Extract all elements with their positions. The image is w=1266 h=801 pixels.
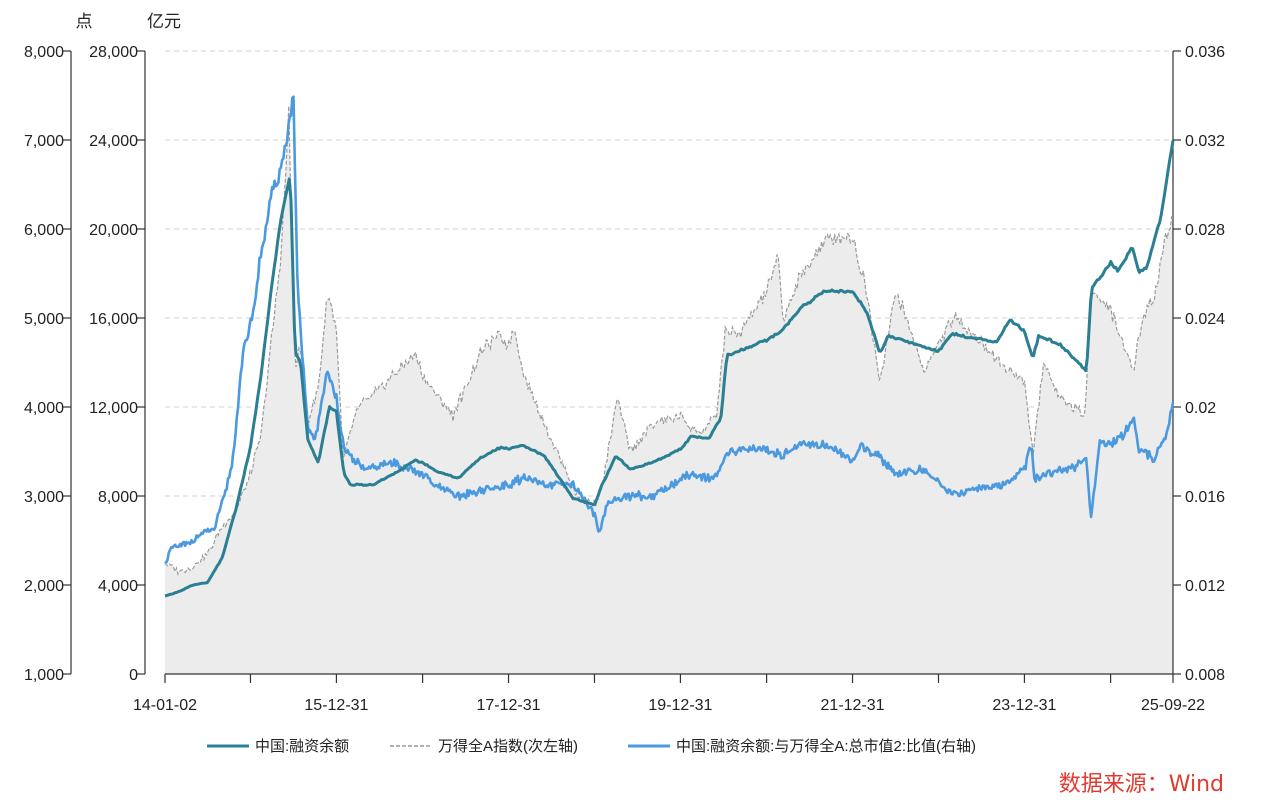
right-tick-label: 0.028 bbox=[1185, 222, 1225, 239]
legend-label-1: 万得全A指数(次左轴) bbox=[438, 737, 578, 755]
axes: 1,000 2,000 3,000 4,000 5,000 6,000 7,000 8,000… bbox=[24, 12, 1225, 714]
series-line-wind-a-index bbox=[164, 105, 1174, 576]
inner_left-tick-label: 12,000 bbox=[89, 400, 138, 417]
right-tick-label: 0.016 bbox=[1185, 489, 1225, 506]
inner_left-tick-label: 0 bbox=[129, 667, 138, 684]
outer_left-tick-label: 2,000 bbox=[24, 578, 64, 595]
x-tick-label: 17-12-31 bbox=[477, 697, 541, 714]
series-lines bbox=[164, 95, 1175, 598]
inner_left-tick-label: 20,000 bbox=[89, 222, 138, 239]
x-tick-label: 14-01-02 bbox=[133, 697, 197, 714]
source-note: 数据来源：Wind bbox=[1058, 772, 1224, 797]
inner_left-tick-label: 16,000 bbox=[89, 311, 138, 328]
legend-label-2: 中国:融资余额:与万得全A:总市值2:比值(右轴) bbox=[676, 737, 976, 755]
right-tick-label: 0.02 bbox=[1185, 400, 1216, 417]
inner_left-tick-label: 4,000 bbox=[98, 578, 138, 595]
outer_left-tick-label: 8,000 bbox=[24, 44, 64, 61]
legend-label-0: 中国:融资余额 bbox=[255, 737, 349, 755]
right-tick-label: 0.024 bbox=[1185, 311, 1225, 328]
inner-left-axis-unit: 亿元 bbox=[147, 12, 181, 31]
series-line-margin-ratio bbox=[164, 95, 1175, 564]
outer_left-tick-label: 6,000 bbox=[24, 222, 64, 239]
right-tick-label: 0.012 bbox=[1185, 578, 1225, 595]
outer_left-tick-label: 5,000 bbox=[24, 311, 64, 328]
series-area-wind-a bbox=[165, 106, 1173, 674]
outer_left-tick-label: 4,000 bbox=[24, 400, 64, 417]
outer_left-tick-label: 7,000 bbox=[24, 133, 64, 150]
inner_left-tick-label: 24,000 bbox=[89, 133, 138, 150]
x-tick-label: 21-12-31 bbox=[821, 697, 885, 714]
right-tick-label: 0.032 bbox=[1185, 133, 1225, 150]
x-tick-label: 23-12-31 bbox=[992, 697, 1056, 714]
outer_left-tick-label: 1,000 bbox=[24, 667, 64, 684]
outer-left-axis-unit: 点 bbox=[76, 12, 93, 31]
x-tick-label: 15-12-31 bbox=[304, 697, 368, 714]
x-tick-label: 19-12-31 bbox=[648, 697, 712, 714]
right-tick-label: 0.008 bbox=[1185, 667, 1225, 684]
x-tick-label: 25-09-22 bbox=[1141, 697, 1205, 714]
right-tick-label: 0.036 bbox=[1185, 44, 1225, 61]
outer_left-tick-label: 3,000 bbox=[24, 489, 64, 506]
area-fill-layer bbox=[165, 106, 1173, 674]
legend: 中国:融资余额 万得全A指数(次左轴) 中国:融资余额:与万得全A:总市值2:比值(… bbox=[207, 737, 976, 755]
inner_left-tick-label: 28,000 bbox=[89, 44, 138, 61]
inner_left-tick-label: 8,000 bbox=[98, 489, 138, 506]
series-line-margin-balance bbox=[164, 140, 1175, 598]
